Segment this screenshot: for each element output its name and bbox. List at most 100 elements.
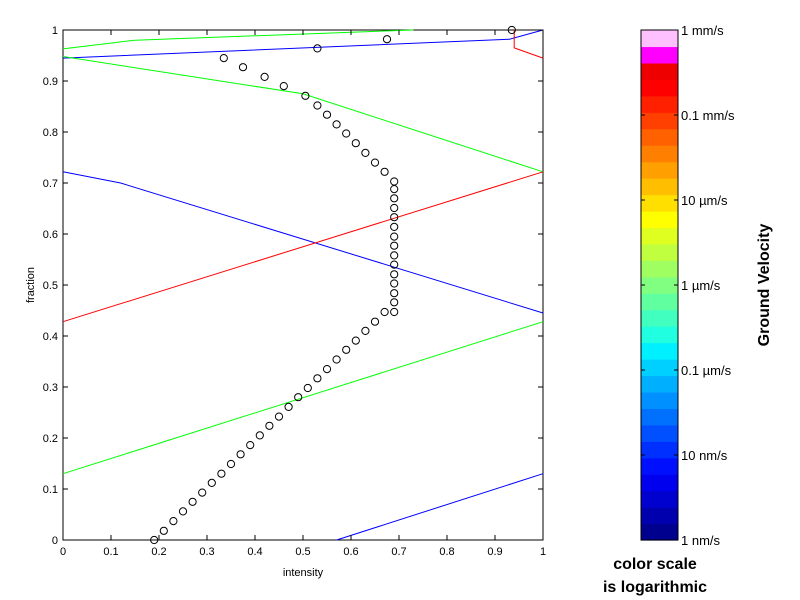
marker-point <box>274 412 284 421</box>
colorbar-label: 1 nm/s <box>681 533 721 548</box>
marker-point <box>390 251 399 260</box>
marker-point <box>217 469 226 478</box>
colorbar-title: Ground Velocity <box>756 224 773 347</box>
marker-point <box>351 336 360 345</box>
colorbar-band <box>641 95 678 113</box>
colorbar-band <box>641 260 678 278</box>
y-tick-label: 0.1 <box>43 484 58 496</box>
colorbar-band <box>641 178 678 196</box>
marker-point <box>169 517 178 526</box>
scale-note-line2: is logarithmic <box>603 579 707 596</box>
colorbar-band <box>641 457 678 475</box>
marker-point <box>238 63 248 72</box>
marker-point <box>159 526 168 535</box>
y-axis-ticks: 0 0.1 0.2 0.3 0.4 0.5 0.6 0.7 0.8 0.9 1 <box>43 25 543 547</box>
colorbar-band <box>641 507 678 525</box>
colorbar-band <box>641 227 678 245</box>
colorbar-label: 1 mm/s <box>681 23 724 38</box>
colorbar-labels: 1 nm/s 10 nm/s 0.1 µm/s 1 µm/s 10 µm/s 0.1 mm… <box>641 23 735 548</box>
colorbar-band <box>641 145 678 163</box>
y-axis-label: fraction <box>25 267 37 303</box>
marker-point <box>390 289 399 298</box>
colorbar-label: 0.1 µm/s <box>681 363 732 378</box>
marker-point <box>390 241 399 250</box>
colorbar-band <box>641 523 678 541</box>
marker-point <box>284 402 293 411</box>
x-tick-label: 1 <box>540 546 546 558</box>
x-tick-label: 0 <box>60 546 66 558</box>
y-tick-label: 0 <box>52 535 58 547</box>
marker-point <box>313 44 322 53</box>
colorbar-band <box>641 342 678 360</box>
y-tick-label: 0.3 <box>43 382 58 394</box>
y-tick-label: 1 <box>52 25 58 37</box>
marker-point <box>390 232 399 241</box>
x-tick-label: 0.9 <box>487 546 502 558</box>
colorbar-label: 1 µm/s <box>681 278 721 293</box>
series-line-1 <box>62 29 414 50</box>
marker-point <box>390 213 399 222</box>
marker-point <box>370 317 380 326</box>
colorbar-band <box>641 441 678 459</box>
marker-point <box>361 326 370 335</box>
colorbar-band <box>641 424 678 442</box>
colorbar: 1 nm/s 10 nm/s 0.1 µm/s 1 µm/s 10 µm/s 0.1 mm… <box>640 23 773 548</box>
plot-area: 0 0.1 0.2 0.3 0.4 0.5 0.6 0.7 0.8 0.9 1 0 0.1 0.2 0.3… <box>25 25 546 579</box>
marker-point <box>390 222 399 231</box>
colorbar-band <box>641 490 678 508</box>
marker-point <box>382 35 392 44</box>
colorbar-band <box>641 79 678 97</box>
colorbar-label: 0.1 mm/s <box>681 108 735 123</box>
marker-point <box>260 72 269 82</box>
marker-point <box>322 365 332 374</box>
series-line-6 <box>62 171 544 323</box>
x-tick-label: 0.5 <box>295 546 310 558</box>
marker-point <box>390 298 399 307</box>
marker-point <box>313 101 322 110</box>
y-tick-label: 0.7 <box>43 178 58 190</box>
x-axis-label: intensity <box>283 567 324 579</box>
x-tick-label: 0.6 <box>343 546 358 558</box>
marker-point <box>178 507 188 516</box>
scale-note-line1: color scale <box>613 556 697 573</box>
marker-point <box>207 478 216 487</box>
marker-point <box>342 129 351 138</box>
series-line-8 <box>336 473 544 541</box>
marker-point <box>265 421 274 430</box>
marker-point <box>390 307 399 317</box>
colorbar-band <box>641 276 678 294</box>
marker-point <box>342 345 351 354</box>
colorbar-band <box>641 326 678 344</box>
marker-point <box>322 110 332 119</box>
series-line-3 <box>513 30 544 59</box>
colorbar-label: 10 nm/s <box>681 448 728 463</box>
marker-point <box>313 374 322 383</box>
marker-point <box>246 441 255 450</box>
colorbar-band <box>641 474 678 492</box>
y-tick-label: 0.9 <box>43 76 58 88</box>
marker-point <box>294 393 303 402</box>
colorbar-band <box>641 30 678 48</box>
colorbar-band <box>641 194 678 212</box>
marker-point <box>370 158 380 167</box>
x-tick-label: 0.7 <box>391 546 406 558</box>
marker-point <box>507 25 516 35</box>
marker-point <box>390 177 399 186</box>
marker-point <box>380 167 389 176</box>
marker-point <box>361 148 370 157</box>
data-lines <box>62 29 544 541</box>
marker-point <box>226 459 236 469</box>
x-tick-label: 0.8 <box>439 546 454 558</box>
y-tick-label: 0.4 <box>43 331 58 343</box>
series-line-5 <box>62 171 544 314</box>
y-tick-label: 0.6 <box>43 229 58 241</box>
marker-point <box>236 450 245 459</box>
colorbar-band <box>641 309 678 327</box>
marker-point <box>390 279 399 288</box>
colorbar-band <box>641 128 678 146</box>
marker-point <box>390 270 399 279</box>
x-tick-label: 0.3 <box>199 546 214 558</box>
series-line-4 <box>62 56 544 173</box>
colorbar-band <box>641 375 678 393</box>
y-tick-label: 0.2 <box>43 433 58 445</box>
